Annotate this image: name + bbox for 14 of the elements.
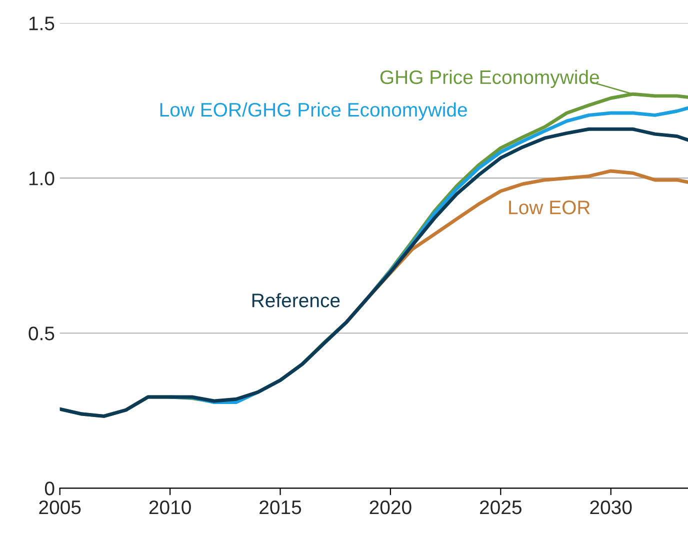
y-tick-label: 0 (44, 482, 54, 496)
x-tick-label: 2015 (260, 500, 302, 514)
y-tick-label: 1.0 (29, 172, 54, 186)
series-label: Reference (252, 293, 340, 308)
text: Low EOR/GHG Price Economywide (160, 102, 467, 121)
x-tick-label: 2010 (149, 500, 191, 514)
x-tick-label: 2025 (480, 500, 522, 514)
x-tick-label: 2030 (590, 500, 632, 514)
series-label: GHG Price Economywide (380, 70, 599, 88)
y-tick-label: 0.5 (28, 326, 54, 340)
y-tick-label: 1.5 (29, 16, 54, 30)
x-tick-label: 2020 (370, 500, 412, 514)
x-tick-label: 2005 (39, 500, 81, 514)
series-label: Low EOR (509, 200, 590, 214)
